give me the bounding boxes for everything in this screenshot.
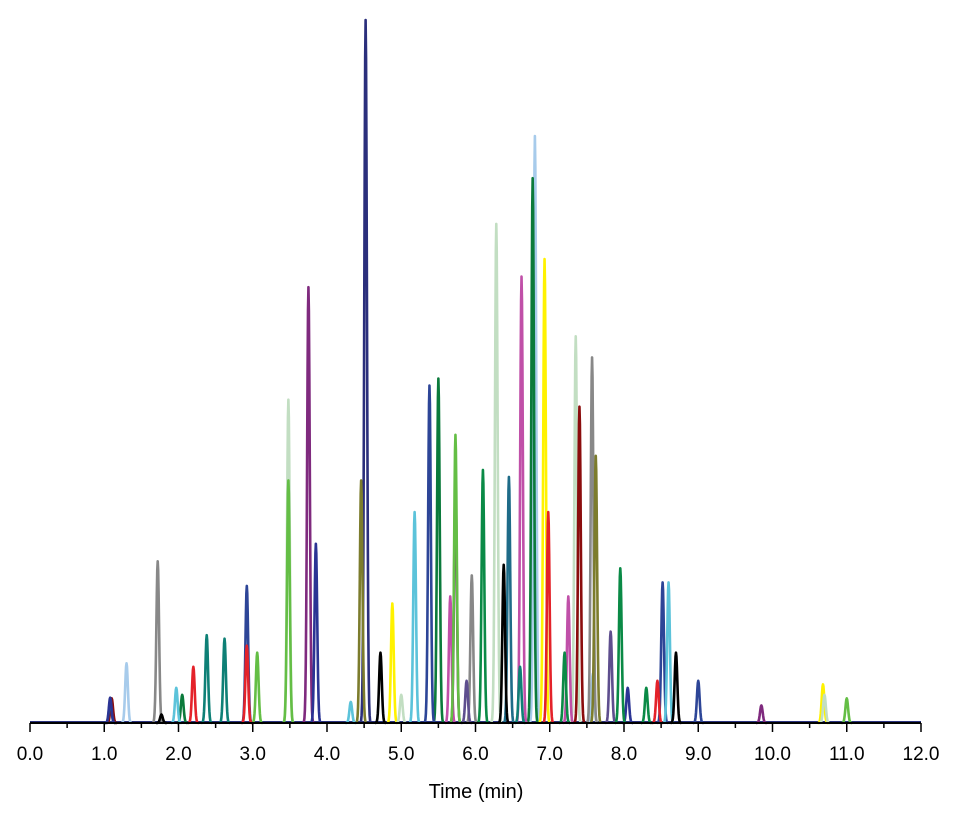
x-axis-label: Time (min) [429,781,524,803]
peak-series-5-0 [515,275,528,724]
x-tick-label-2: 2.0 [165,744,191,765]
x-tick-label-5: 5.0 [388,744,414,765]
peak-series-6-0 [302,285,315,724]
peak-series-1-1 [120,661,133,725]
peak-series-10-0 [573,405,586,725]
x-tick-label-8: 8.0 [611,744,637,765]
peak-series-18-0 [460,679,473,725]
x-tick-label-1: 1.0 [91,744,117,765]
peak-series-16-1 [374,651,387,725]
peak-series-17-2 [513,665,527,725]
peak-series-1-0 [528,134,542,724]
peak-series-3-0 [538,257,551,724]
peak-series-19-2 [558,651,571,725]
peak-series-9-3 [840,697,853,725]
x-tick-label-11: 11.0 [829,744,865,765]
peak-series-6-2 [755,704,768,725]
x-tick-label-3: 3.0 [240,744,266,765]
chromatogram-traces [30,18,921,725]
peak-series-17-0 [200,633,213,725]
peak-series-0-0 [359,18,373,724]
peak-series-15-0 [408,510,421,725]
x-axis: 0.0 1.0 2.0 3.0 4.0 5.0 6.0 7.0 8.0 9.0 10.0 11.0 12… [17,722,940,765]
peak-series-16-2 [669,651,683,725]
peak-series-4-4 [395,693,408,725]
peak-series-4-0 [490,222,503,724]
peak-series-7-1 [151,560,164,725]
peak-series-14-0 [309,542,323,725]
peak-series-17-1 [218,637,231,725]
x-tick-label-4: 4.0 [314,744,340,765]
peak-series-9-2 [251,651,264,725]
peak-series-16-0 [497,563,510,725]
peak-series-15-3 [344,700,357,725]
x-tick-label-9: 9.0 [685,744,711,765]
peak-series-13-1 [240,644,254,725]
peak-series-2-1 [432,377,445,724]
peak-series-3-1 [386,602,399,725]
x-tick-label-10: 10.0 [754,744,791,765]
peak-series-13-0 [542,510,555,725]
peak-series-2-0 [526,176,539,724]
peak-series-18-1 [604,630,617,725]
peak-series-9-1 [282,479,295,725]
peak-series-5-1 [562,595,575,725]
peak-series-5-2 [444,595,457,725]
peak-series-11-1 [589,454,602,725]
x-tick-label-0: 0.0 [17,744,43,765]
x-tick-label-7: 7.0 [537,744,563,765]
peak-series-8-0 [423,384,436,724]
peak-series-19-0 [614,567,627,725]
peak-series-8-3 [692,679,705,725]
peak-series-19-3 [640,686,653,725]
x-tick-label-12: 12.0 [903,744,940,765]
peak-series-7-0 [585,356,599,724]
peak-series-11-0 [354,479,368,725]
peak-series-19-1 [476,468,490,725]
x-tick-label-6: 6.0 [462,744,488,765]
peak-series-12-0 [502,475,516,725]
peak-series-13-2 [187,665,200,725]
peak-series-13-3 [651,679,664,725]
peak-series-9-0 [449,433,462,725]
